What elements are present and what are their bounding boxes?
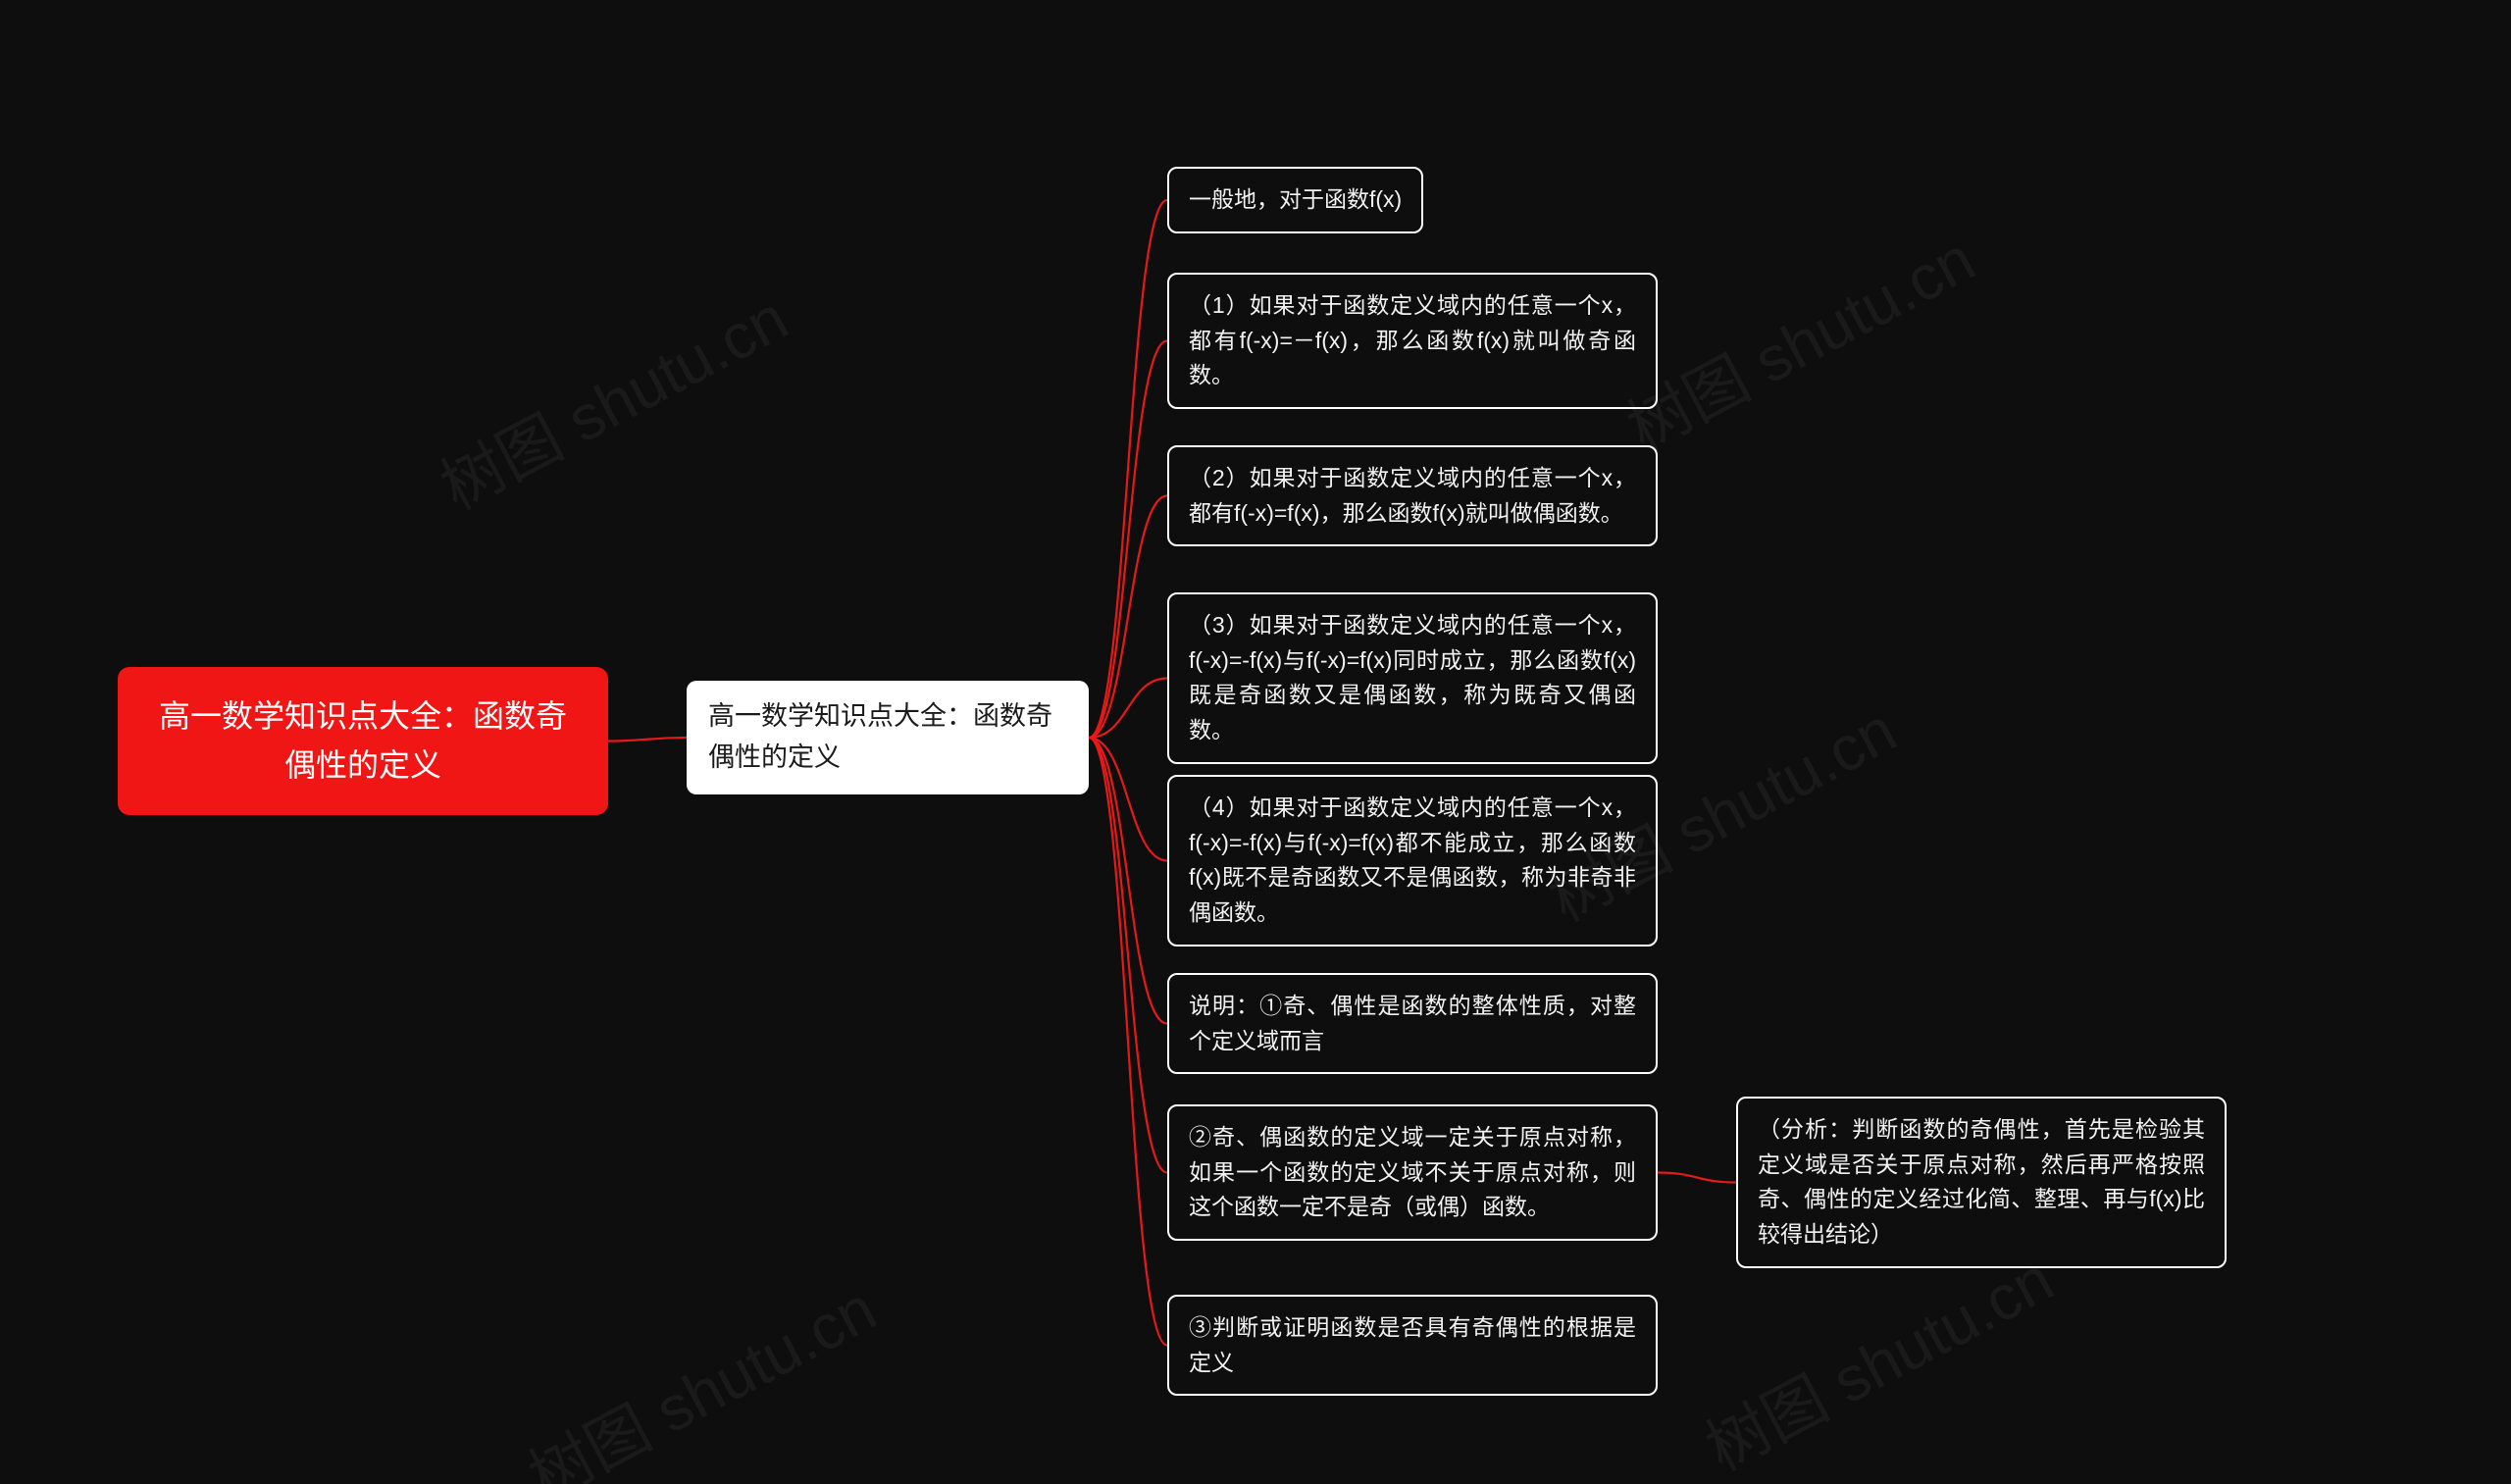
watermark: 树图 shutu.cn: [1688, 1230, 2067, 1484]
mindmap-leaf-node[interactable]: ③判断或证明函数是否具有奇偶性的根据是定义: [1167, 1295, 1658, 1396]
connector-edge: [1089, 341, 1167, 739]
connector-edge: [1089, 738, 1167, 861]
connector-edge: [608, 738, 687, 742]
mindmap-canvas: 树图 shutu.cn 树图 shutu.cn 树图 shutu.cn 树图 s…: [0, 0, 2511, 1484]
mindmap-leaf-node[interactable]: （1）如果对于函数定义域内的任意一个x，都有f(-x)=－f(x)，那么函数f(…: [1167, 273, 1658, 409]
watermark: 树图 shutu.cn: [511, 1259, 890, 1484]
mindmap-leaf-node[interactable]: 说明：①奇、偶性是函数的整体性质，对整个定义域而言: [1167, 973, 1658, 1074]
connector-edge: [1089, 496, 1167, 739]
connector-edge: [1089, 738, 1167, 1173]
mindmap-branch-node[interactable]: 高一数学知识点大全：函数奇偶性的定义: [687, 681, 1089, 794]
mindmap-leaf-node[interactable]: 一般地，对于函数f(x): [1167, 167, 1423, 233]
connector-edge: [1089, 679, 1167, 739]
connector-edge: [1658, 1173, 1736, 1183]
mindmap-leaf-node[interactable]: ②奇、偶函数的定义域一定关于原点对称，如果一个函数的定义域不关于原点对称，则这个…: [1167, 1104, 1658, 1241]
mindmap-leaf-node[interactable]: （4）如果对于函数定义域内的任意一个x，f(-x)=-f(x)与f(-x)=f(…: [1167, 775, 1658, 947]
watermark: 树图 shutu.cn: [423, 269, 801, 527]
connector-edge: [1089, 738, 1167, 1024]
connector-edge: [1089, 738, 1167, 1346]
connector-edge: [1089, 200, 1167, 738]
mindmap-root-node[interactable]: 高一数学知识点大全：函数奇偶性的定义: [118, 667, 608, 815]
mindmap-leaf-node[interactable]: （分析：判断函数的奇偶性，首先是检验其定义域是否关于原点对称，然后再严格按照奇、…: [1736, 1097, 2227, 1268]
mindmap-leaf-node[interactable]: （2）如果对于函数定义域内的任意一个x，都有f(-x)=f(x)，那么函数f(x…: [1167, 445, 1658, 546]
mindmap-leaf-node[interactable]: （3）如果对于函数定义域内的任意一个x，f(-x)=-f(x)与f(-x)=f(…: [1167, 592, 1658, 764]
watermark: 树图 shutu.cn: [1610, 210, 1988, 468]
